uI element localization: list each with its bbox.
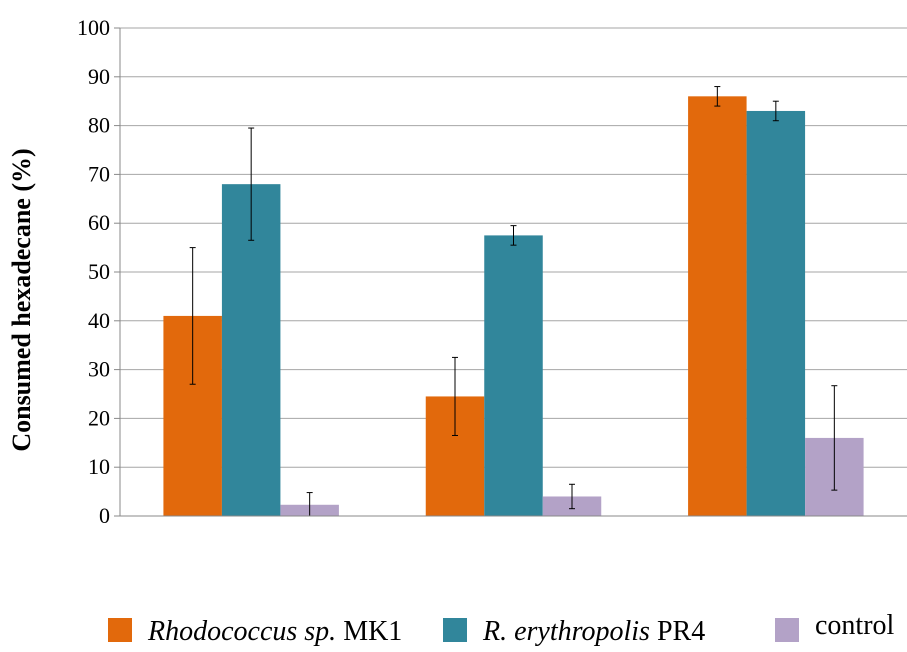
y-tick-label: 60 [88,210,110,235]
bar [688,96,747,516]
legend-item: Rhodococcus sp. MK1 [108,616,402,647]
legend: Rhodococcus sp. MK1 R. erythropolis PR4 co… [108,610,895,647]
y-tick-label: 0 [99,503,110,528]
y-tick-label: 10 [88,454,110,479]
error-bar [831,385,838,491]
y-tick-label: 30 [88,357,110,382]
y-tick-label: 90 [88,64,110,89]
y-axis-label: Consumed hexadecane (%) [7,148,36,451]
y-tick-label: 100 [77,15,110,40]
bars [163,96,864,517]
legend-label: control [815,610,895,641]
bar [746,110,806,517]
bar [484,235,543,516]
error-bar [569,483,575,510]
error-bar [510,225,517,246]
error-bar [452,356,458,436]
legend-swatch [775,618,799,642]
y-tick-label: 50 [88,259,110,284]
legend-label: R. erythropolis PR4 [482,616,705,647]
legend-label: Rhodococcus sp. MK1 [147,616,402,647]
error-bar [714,86,721,107]
error-bar [248,127,255,241]
error-bar [189,247,196,385]
error-bar [772,100,779,122]
y-tick-label: 80 [88,113,110,138]
legend-item: R. erythropolis PR4 [443,616,705,647]
legend-swatch [108,618,132,642]
legend-swatch [443,618,467,642]
legend-item: control [775,610,895,642]
y-tick-label: 40 [88,308,110,333]
y-tick-label: 70 [88,161,110,186]
error-bars [189,86,838,517]
y-tick-label: 20 [88,405,110,430]
y-axis-ticks: 0 10 20 30 40 50 60 70 80 90 100 [77,15,121,528]
